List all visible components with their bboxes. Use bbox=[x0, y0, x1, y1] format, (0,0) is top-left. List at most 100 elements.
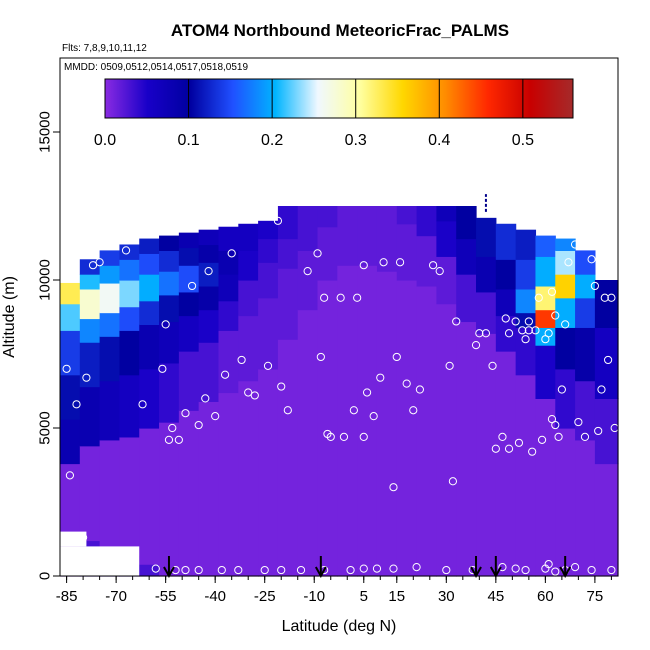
sample-point bbox=[174, 435, 183, 444]
heatmap-cell bbox=[277, 268, 299, 340]
sample-point bbox=[217, 565, 226, 575]
sample-point bbox=[511, 564, 520, 573]
sample-point bbox=[607, 565, 616, 575]
colorbar: 0.0 0.1 0.2 0.3 0.4 0.5 bbox=[94, 78, 574, 149]
heatmap-cell bbox=[456, 274, 477, 323]
heatmap-cell bbox=[277, 206, 299, 240]
heatmap-cell bbox=[495, 315, 517, 352]
heatmap-cell bbox=[495, 223, 517, 260]
heatmap-cell bbox=[337, 265, 358, 577]
heatmap-cell bbox=[198, 229, 220, 246]
sample-point bbox=[551, 567, 560, 576]
sample-point bbox=[521, 335, 530, 344]
sample-point bbox=[181, 409, 190, 418]
sample-point bbox=[531, 326, 540, 335]
heatmap-cell bbox=[495, 288, 517, 317]
heatmap-cell bbox=[238, 250, 259, 281]
heatmap-cell bbox=[99, 439, 121, 547]
heatmap-cell bbox=[159, 294, 180, 323]
heatmap-cell bbox=[436, 220, 457, 257]
sample-point bbox=[353, 293, 362, 302]
heatmap-cell bbox=[79, 445, 101, 542]
heatmap-cell bbox=[456, 238, 477, 275]
heatmap-cell bbox=[139, 300, 160, 325]
sample-point bbox=[161, 320, 170, 329]
heatmap-cell bbox=[79, 288, 101, 320]
sample-point bbox=[521, 565, 530, 575]
sample-point bbox=[187, 281, 197, 291]
sample-point bbox=[448, 477, 458, 486]
heatmap-cell bbox=[555, 238, 576, 251]
colorbar-tick-label: 0.0 bbox=[94, 132, 116, 149]
heatmap-cell bbox=[119, 259, 140, 281]
sample-point bbox=[313, 249, 322, 258]
heatmap-cell bbox=[436, 206, 457, 222]
sample-point bbox=[65, 471, 75, 480]
flights-subtitle: Flts: 7,8,9,10,11,12 bbox=[62, 43, 147, 54]
sample-point bbox=[603, 355, 613, 365]
heatmap-cell bbox=[515, 288, 537, 314]
sample-point bbox=[544, 560, 553, 569]
heatmap-cell bbox=[198, 285, 220, 311]
sample-point bbox=[389, 564, 398, 573]
sample-point bbox=[395, 258, 405, 267]
heatmap-cell bbox=[575, 380, 596, 441]
heatmap-cell bbox=[476, 333, 497, 577]
sample-point bbox=[316, 352, 325, 362]
heatmap-cell bbox=[277, 238, 299, 269]
heatmap-cell bbox=[317, 280, 338, 577]
sample-point bbox=[435, 267, 444, 276]
heatmap-cell bbox=[238, 280, 259, 317]
heatmap-cell bbox=[178, 410, 200, 577]
sample-point bbox=[551, 420, 560, 430]
heatmap-cell bbox=[198, 244, 220, 263]
heatmap-cell bbox=[535, 345, 556, 399]
sample-point bbox=[359, 432, 368, 441]
sample-point bbox=[590, 281, 599, 291]
heatmap-cell bbox=[159, 362, 180, 423]
heatmap-cell bbox=[535, 327, 556, 346]
heatmap-cell bbox=[99, 380, 121, 441]
sample-point bbox=[362, 388, 372, 397]
colorbar-bar bbox=[104, 78, 574, 119]
heatmap-cell bbox=[178, 265, 200, 293]
sample-points bbox=[62, 194, 619, 576]
heatmap-cell bbox=[159, 250, 180, 272]
sample-point bbox=[491, 444, 500, 453]
sample-point bbox=[168, 423, 177, 433]
heatmap-cell bbox=[297, 309, 319, 577]
heatmap-cell bbox=[79, 342, 101, 388]
sample-point bbox=[359, 261, 368, 270]
x-tick-label: 30 bbox=[438, 588, 455, 605]
heatmap-cell bbox=[555, 368, 576, 429]
sample-point bbox=[524, 317, 533, 326]
chart-title: ATOM4 Northbound MeteoricFrac_PALMS bbox=[171, 21, 509, 40]
sample-point bbox=[475, 329, 484, 338]
heatmap-cell bbox=[99, 282, 121, 314]
sample-point bbox=[79, 533, 88, 542]
x-axis-label: Latitude (deg N) bbox=[282, 618, 397, 635]
heatmap-cell bbox=[396, 280, 418, 577]
heatmap-cell bbox=[119, 330, 140, 376]
colorbar-tick-label: 0.1 bbox=[177, 132, 199, 149]
x-tick-label: -70 bbox=[105, 588, 127, 605]
sample-point bbox=[471, 341, 481, 350]
sample-point bbox=[369, 412, 378, 421]
sample-point bbox=[336, 293, 345, 302]
x-tick-label: 75 bbox=[587, 588, 604, 605]
x-tick-label: -25 bbox=[254, 588, 276, 605]
sample-point bbox=[339, 432, 349, 441]
heatmap-cell bbox=[476, 291, 497, 334]
heatmap-cell bbox=[99, 250, 121, 266]
sample-point bbox=[564, 258, 573, 267]
heatmap-cell bbox=[238, 315, 259, 382]
plot-frame bbox=[59, 57, 619, 577]
heatmap-cell bbox=[515, 259, 537, 290]
sample-point bbox=[201, 394, 210, 403]
heatmap-cell bbox=[258, 220, 279, 240]
heatmap-cell bbox=[396, 223, 418, 281]
heatmap-cell bbox=[575, 274, 596, 299]
colorbar-tick-label: 0.4 bbox=[428, 132, 450, 149]
x-tick-label: 45 bbox=[487, 588, 504, 605]
